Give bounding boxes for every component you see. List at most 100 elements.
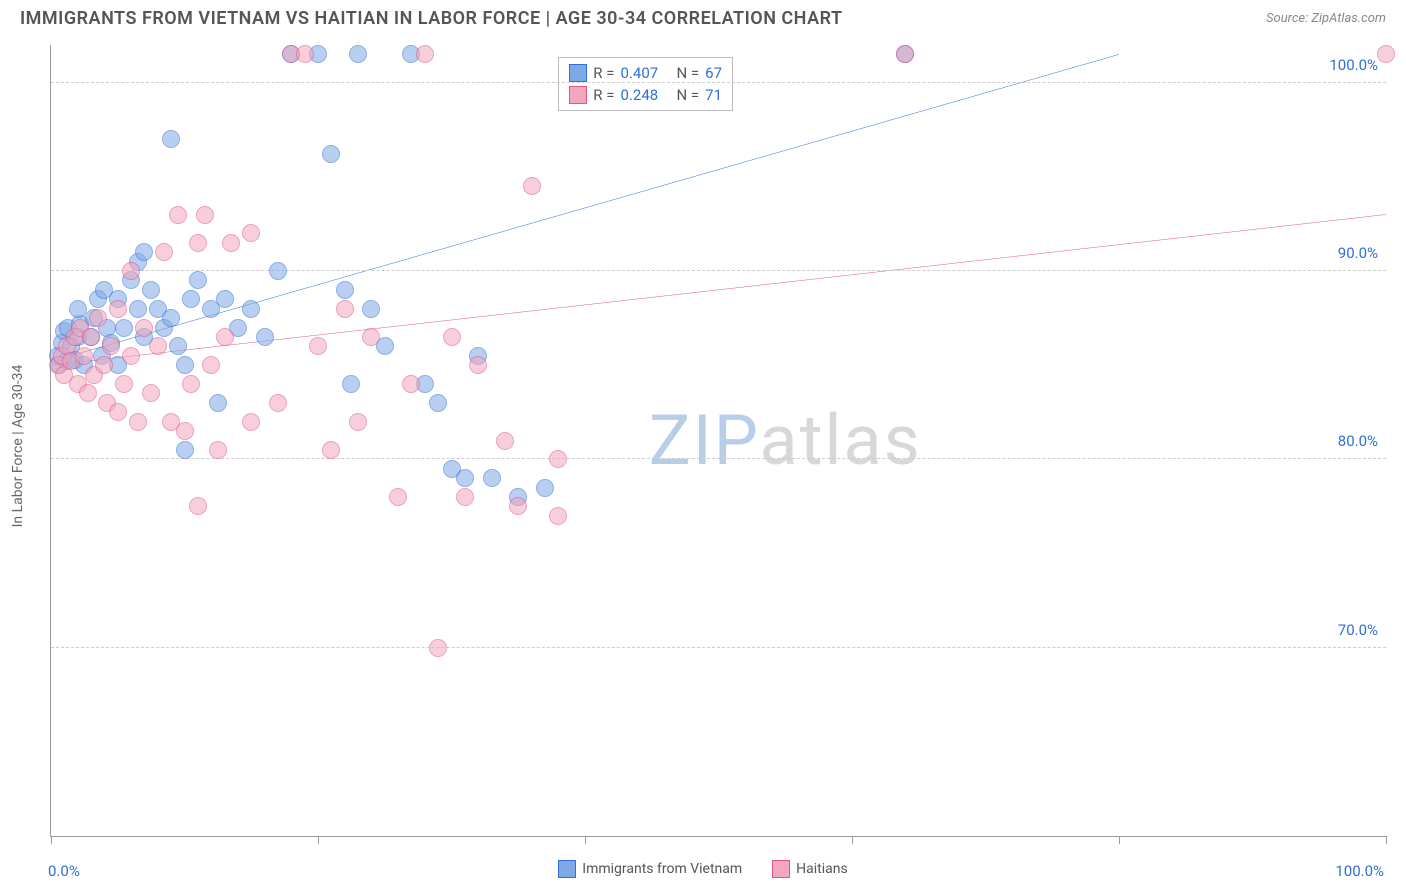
- data-point: [75, 347, 93, 365]
- gridline: [51, 82, 1386, 83]
- data-point: [209, 441, 227, 459]
- data-point: [309, 337, 327, 355]
- correlation-legend: R =0.407N =67R =0.248N =71: [558, 57, 733, 111]
- data-point: [336, 281, 354, 299]
- data-point: [182, 375, 200, 393]
- data-point: [109, 403, 127, 421]
- data-point: [222, 234, 240, 252]
- data-point: [122, 262, 140, 280]
- legend-label: Immigrants from Vietnam: [582, 861, 742, 877]
- legend-row: R =0.248N =71: [569, 84, 722, 106]
- data-point: [79, 384, 97, 402]
- data-point: [95, 356, 113, 374]
- trend-lines: [51, 45, 1386, 836]
- data-point: [269, 394, 287, 412]
- data-point: [209, 394, 227, 412]
- x-tick: [1386, 836, 1387, 844]
- data-point: [256, 328, 274, 346]
- data-point: [216, 328, 234, 346]
- data-point: [102, 337, 120, 355]
- data-point: [429, 394, 447, 412]
- data-point: [536, 479, 554, 497]
- data-point: [89, 309, 107, 327]
- data-point: [362, 328, 380, 346]
- data-point: [196, 206, 214, 224]
- data-point: [336, 300, 354, 318]
- data-point: [322, 145, 340, 163]
- gridline: [51, 647, 1386, 648]
- data-point: [389, 488, 407, 506]
- data-point: [135, 319, 153, 337]
- data-point: [242, 224, 260, 242]
- legend-swatch: [569, 86, 587, 104]
- data-point: [115, 375, 133, 393]
- data-point: [269, 262, 287, 280]
- data-point: [176, 441, 194, 459]
- data-point: [509, 497, 527, 515]
- data-point: [182, 290, 200, 308]
- x-tick: [585, 836, 586, 844]
- data-point: [135, 243, 153, 261]
- y-axis-title: In Labor Force | Age 30-34: [10, 365, 26, 528]
- x-tick: [318, 836, 319, 844]
- data-point: [296, 45, 314, 63]
- legend-row: R =0.407N =67: [569, 62, 722, 84]
- watermark: ZIPatlas: [649, 400, 922, 482]
- data-point: [189, 234, 207, 252]
- data-point: [142, 384, 160, 402]
- data-point: [129, 300, 147, 318]
- data-point: [189, 271, 207, 289]
- data-point: [456, 488, 474, 506]
- legend-item: Haitians: [772, 860, 848, 878]
- data-point: [349, 413, 367, 431]
- x-tick: [852, 836, 853, 844]
- data-point: [443, 328, 461, 346]
- legend-label: Haitians: [796, 861, 848, 877]
- y-tick-label: 100.0%: [1329, 56, 1378, 74]
- data-point: [1377, 45, 1395, 63]
- legend-swatch: [772, 860, 790, 878]
- data-point: [155, 243, 173, 261]
- source-label: Source: ZipAtlas.com: [1266, 11, 1386, 26]
- data-point: [176, 422, 194, 440]
- data-point: [162, 309, 180, 327]
- data-point: [362, 300, 380, 318]
- data-point: [469, 356, 487, 374]
- data-point: [129, 413, 147, 431]
- data-point: [169, 206, 187, 224]
- y-tick-label: 70.0%: [1338, 621, 1378, 639]
- data-point: [896, 45, 914, 63]
- data-point: [115, 319, 133, 337]
- x-tick: [1119, 836, 1120, 844]
- y-tick-label: 90.0%: [1338, 244, 1378, 262]
- data-point: [349, 45, 367, 63]
- data-point: [162, 130, 180, 148]
- data-point: [549, 507, 567, 525]
- data-point: [176, 356, 194, 374]
- data-point: [242, 300, 260, 318]
- scatter-chart: ZIPatlas R =0.407N =67R =0.248N =71 70.0…: [50, 45, 1386, 837]
- data-point: [242, 413, 260, 431]
- data-point: [523, 177, 541, 195]
- data-point: [342, 375, 360, 393]
- y-tick-label: 80.0%: [1338, 432, 1378, 450]
- legend-swatch: [569, 64, 587, 82]
- gridline: [51, 458, 1386, 459]
- legend-swatch: [558, 860, 576, 878]
- data-point: [483, 469, 501, 487]
- data-point: [169, 337, 187, 355]
- x-tick: [51, 836, 52, 844]
- legend-item: Immigrants from Vietnam: [558, 860, 742, 878]
- data-point: [549, 450, 567, 468]
- data-point: [142, 281, 160, 299]
- data-point: [456, 469, 474, 487]
- data-point: [216, 290, 234, 308]
- data-point: [322, 441, 340, 459]
- data-point: [82, 328, 100, 346]
- data-point: [402, 375, 420, 393]
- data-point: [429, 639, 447, 657]
- data-point: [416, 45, 434, 63]
- data-point: [202, 356, 220, 374]
- chart-title: IMMIGRANTS FROM VIETNAM VS HAITIAN IN LA…: [20, 8, 843, 29]
- gridline: [51, 270, 1386, 271]
